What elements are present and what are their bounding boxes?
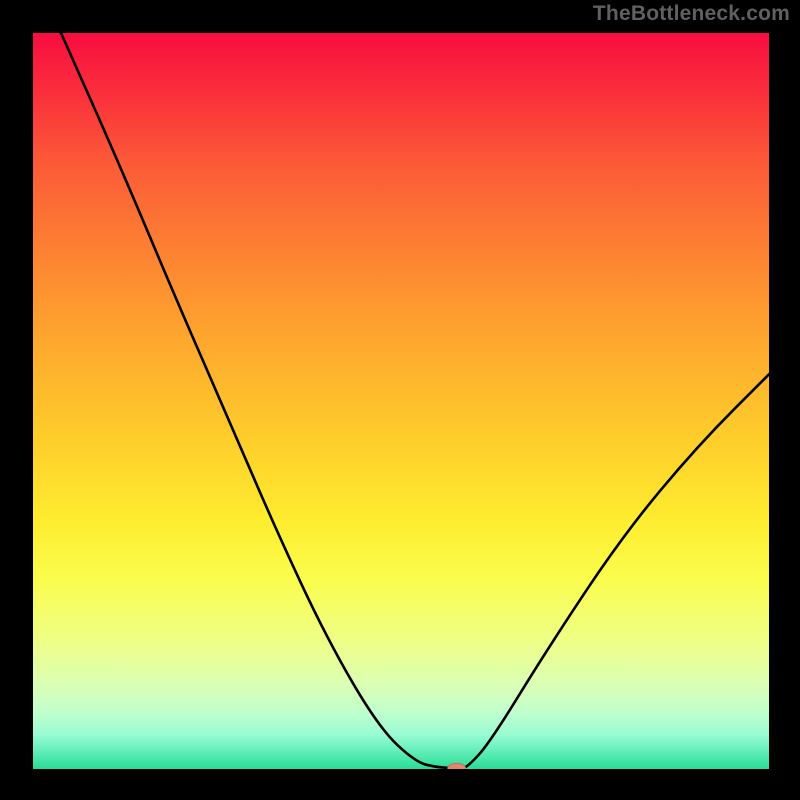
brand-label: TheBottleneck.com (593, 2, 790, 26)
gradient-background (30, 30, 772, 772)
plot-area (30, 30, 772, 772)
chart-svg (30, 30, 772, 772)
chart-frame: TheBottleneck.com (0, 0, 800, 800)
